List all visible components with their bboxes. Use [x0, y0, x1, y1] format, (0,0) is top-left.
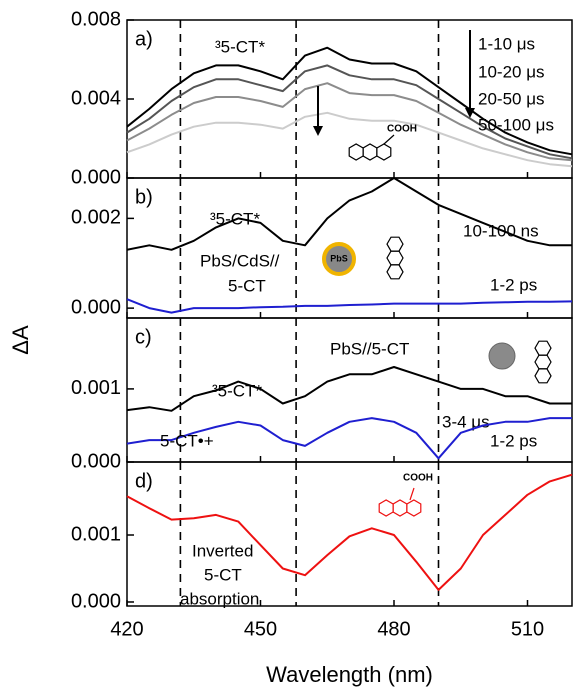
series-line: [126, 366, 572, 412]
panel-label: d): [135, 470, 153, 492]
annotation: PbS/CdS//: [200, 251, 280, 270]
y-tick-label: 0.000: [71, 590, 121, 612]
bond: [409, 487, 415, 501]
series-label: 1-2 ps: [490, 275, 537, 294]
molecule-ring: [534, 368, 552, 384]
series-line: [126, 82, 573, 162]
series-label: 50-100 μs: [478, 115, 554, 134]
x-tick-label: 420: [110, 618, 143, 640]
molecule-ring: [386, 264, 404, 280]
series-label: 20-50 μs: [478, 89, 545, 108]
annotation: absorption: [180, 589, 259, 608]
y-tick-label: 0.008: [71, 8, 121, 30]
panel-label: c): [135, 326, 152, 348]
molecule-ring: [406, 499, 422, 517]
y-tick-label: 0.001: [71, 377, 121, 399]
series-label: 10-20 μs: [478, 62, 545, 81]
series-line: [126, 111, 573, 168]
pbs-core: [488, 342, 516, 370]
annotation: 5-CT: [228, 276, 266, 295]
series-label: 1-10 μs: [478, 34, 535, 53]
series-label: 10-100 ns: [463, 221, 539, 240]
y-tick-label: 0.000: [71, 296, 121, 318]
x-tick-label: 480: [377, 618, 410, 640]
annotation: ³5-CT*: [212, 381, 262, 400]
annotation: COOH: [387, 124, 417, 135]
molecule-ring: [378, 499, 394, 517]
molecule-ring: [348, 143, 364, 161]
series-line: [126, 64, 573, 160]
y-tick-label: 0.002: [71, 207, 121, 229]
y-tick-label: 0.001: [71, 523, 121, 545]
x-axis-label: Wavelength (nm): [266, 662, 433, 687]
annotation: ³5-CT*: [210, 209, 260, 228]
molecule-ring: [392, 499, 408, 517]
panel-frame: [126, 461, 573, 607]
x-tick-label: 450: [244, 618, 277, 640]
series-line: [126, 473, 573, 591]
annotation: Inverted: [192, 541, 253, 560]
series-line: [126, 417, 572, 460]
bond: [383, 134, 395, 145]
y-tick-label: 0.000: [71, 166, 121, 188]
panel-label: b): [135, 186, 153, 208]
annotation: PbS//5-CT: [330, 339, 409, 358]
molecule-ring: [362, 143, 378, 161]
y-tick-label: 0.000: [71, 450, 121, 472]
y-tick-label: 0.004: [71, 87, 121, 109]
molecule-ring: [534, 354, 552, 370]
molecule-ring: [386, 236, 404, 252]
series-line: [126, 298, 573, 314]
series-line: [126, 46, 573, 156]
series-label: 3-4 μs: [442, 412, 490, 431]
panel-label: a): [135, 28, 153, 50]
annotation: COOH: [403, 473, 433, 484]
arrow-head: [465, 108, 475, 118]
molecule-ring: [534, 340, 552, 356]
molecule-ring: [376, 143, 392, 161]
series-label: 1-2 ps: [490, 431, 537, 450]
molecule-ring: [386, 250, 404, 266]
annotation: 5-CT: [204, 565, 242, 584]
arrow-head: [313, 126, 323, 136]
annotation: 5-CT•+: [160, 431, 214, 450]
series-line: [126, 177, 572, 251]
annotation: PbS: [330, 253, 348, 263]
x-tick-label: 510: [511, 618, 544, 640]
pbs-shell: [322, 242, 356, 276]
y-axis-label: ΔA: [8, 325, 33, 355]
annotation: ³5-CT*: [215, 37, 265, 56]
